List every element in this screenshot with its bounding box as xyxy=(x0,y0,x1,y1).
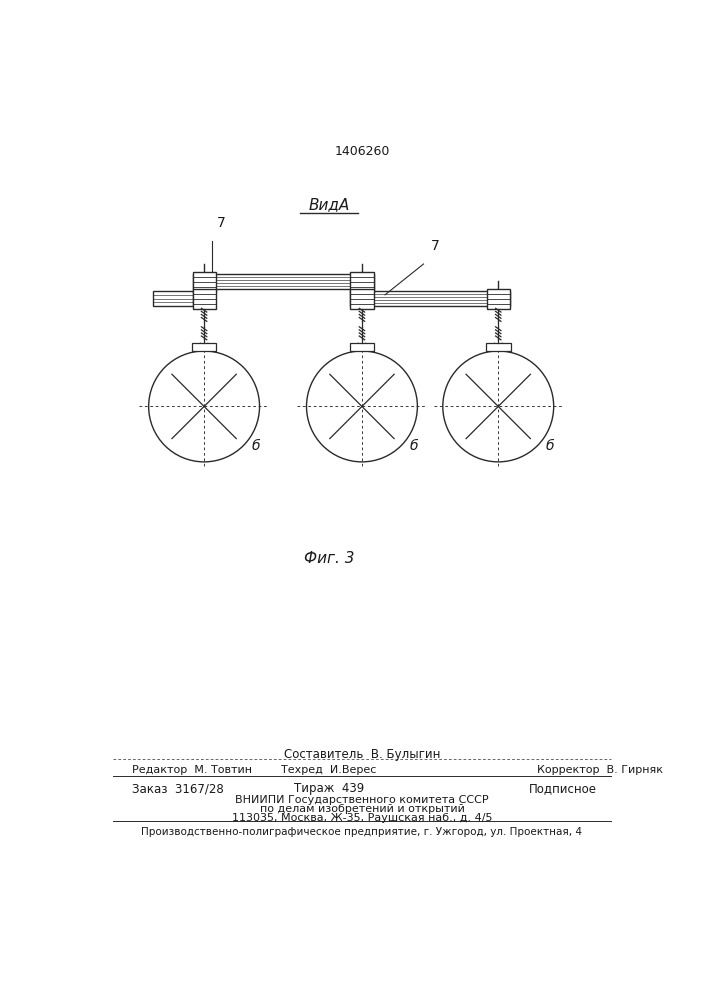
Text: б: б xyxy=(252,439,260,453)
Circle shape xyxy=(307,351,417,462)
Text: ВидА: ВидА xyxy=(308,197,349,212)
Text: Тираж  439: Тираж 439 xyxy=(293,782,364,795)
Text: Заказ  3167/28: Заказ 3167/28 xyxy=(132,782,224,795)
Text: б: б xyxy=(546,439,554,453)
Bar xyxy=(350,343,374,351)
Text: Корректор  В. Гирняк: Корректор В. Гирняк xyxy=(537,765,662,775)
Text: Составитель  В. Булыгин: Составитель В. Булыгин xyxy=(284,748,440,761)
Text: 7: 7 xyxy=(431,239,440,253)
Text: 113035, Москва, Ж-35, Раушская наб., д. 4/5: 113035, Москва, Ж-35, Раушская наб., д. … xyxy=(232,813,492,823)
Bar xyxy=(192,272,216,292)
Text: 1406260: 1406260 xyxy=(334,145,390,158)
Text: Техред  И.Верес: Техред И.Верес xyxy=(281,765,377,775)
Bar xyxy=(351,289,373,309)
Text: ВНИИПИ Государственного комитета СССР: ВНИИПИ Государственного комитета СССР xyxy=(235,795,489,805)
Bar xyxy=(351,291,510,306)
Text: 7: 7 xyxy=(216,216,226,230)
Bar xyxy=(486,289,510,309)
Bar xyxy=(192,343,216,351)
Circle shape xyxy=(148,351,259,462)
Bar xyxy=(192,289,216,309)
Bar xyxy=(192,274,373,289)
Circle shape xyxy=(443,351,554,462)
Bar xyxy=(153,291,192,306)
Text: Редактор  М. Товтин: Редактор М. Товтин xyxy=(132,765,252,775)
Bar xyxy=(486,343,510,351)
Text: б: б xyxy=(409,439,419,453)
Text: по делам изобретений и открытий: по делам изобретений и открытий xyxy=(259,804,464,814)
Text: Фиг. 3: Фиг. 3 xyxy=(303,551,354,566)
Text: Производственно-полиграфическое предприятие, г. Ужгород, ул. Проектная, 4: Производственно-полиграфическое предприя… xyxy=(141,827,583,837)
Bar xyxy=(351,272,373,292)
Text: Подписное: Подписное xyxy=(529,782,597,795)
